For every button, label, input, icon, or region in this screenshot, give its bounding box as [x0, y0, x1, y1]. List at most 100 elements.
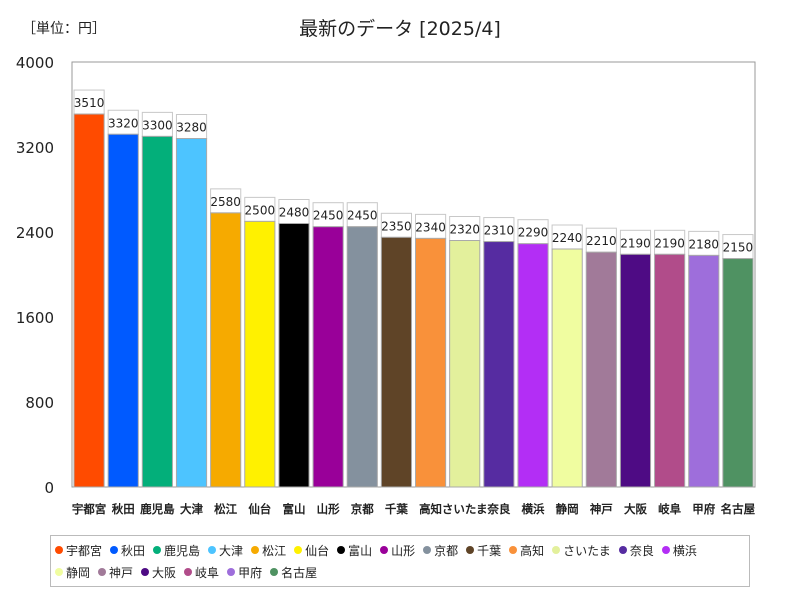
legend-label: 鹿児島: [164, 543, 201, 558]
legend-label: 京都: [434, 543, 459, 558]
bar-宇都宮: [73, 113, 105, 488]
data-label: 2190: [620, 236, 651, 250]
legend-marker-icon: [552, 546, 561, 554]
legend-label: さいたま: [563, 543, 611, 558]
bar-高知: [415, 237, 447, 488]
legend-item: 横浜: [661, 539, 697, 561]
x-tick-label: 岐阜: [658, 502, 681, 516]
legend-marker-icon: [153, 546, 162, 554]
x-tick-label: 山形: [317, 502, 340, 516]
legend-marker-icon: [337, 546, 346, 554]
y-tick-label: 0: [44, 479, 54, 497]
legend-item: 京都: [423, 539, 458, 561]
unit-label: ［単位：円］: [22, 21, 106, 37]
legend-item: 鹿児島: [153, 539, 200, 561]
legend-marker-icon: [227, 568, 236, 576]
legend-marker-icon: [618, 546, 627, 554]
plot-frame: [71, 61, 756, 488]
legend-item: 仙台: [294, 539, 329, 561]
legend-marker-icon: [380, 546, 389, 554]
legend-item: 大阪: [141, 561, 176, 583]
legend-label: 甲府: [238, 565, 263, 580]
x-tick-label: さいたま: [442, 502, 488, 516]
legend-label: 神戸: [109, 565, 134, 580]
legend-item: 奈良: [618, 539, 654, 561]
bar-京都: [346, 226, 378, 488]
legend-label: 静岡: [66, 565, 91, 580]
bar-松江: [210, 212, 242, 488]
bar-横浜: [517, 243, 549, 488]
x-tick-label: 大阪: [624, 502, 647, 516]
data-label: 3300: [142, 118, 173, 132]
legend-marker-icon: [466, 546, 475, 554]
y-tick-label: 2400: [16, 224, 54, 242]
bar-さいたま: [449, 240, 481, 488]
legend-label: 横浜: [672, 543, 697, 558]
data-label: 2290: [518, 226, 549, 240]
bar-岐阜: [654, 253, 686, 488]
legend-label: 宇都宮: [66, 543, 103, 558]
legend-label: 富山: [348, 543, 373, 558]
legend-item: さいたま: [552, 539, 611, 561]
data-label: 2320: [449, 223, 480, 237]
legend-marker-icon: [270, 568, 279, 576]
data-label: 2450: [347, 209, 378, 223]
bar-秋田: [107, 133, 139, 488]
legend-marker-icon: [509, 546, 518, 554]
x-tick-label: 名古屋: [721, 502, 756, 516]
legend-label: 秋田: [121, 543, 146, 558]
bar-千葉: [380, 236, 413, 488]
bar-鹿児島: [141, 135, 173, 488]
y-tick-label: 4000: [16, 54, 54, 72]
legend-item: 神戸: [98, 561, 133, 583]
bar-神戸: [585, 251, 617, 488]
legend-marker-icon: [294, 546, 303, 554]
legend-label: 松江: [262, 543, 287, 558]
legend-item: 山形: [380, 539, 415, 561]
x-tick-label: 神戸: [590, 502, 613, 516]
data-label: 2580: [210, 195, 241, 209]
legend-label: 大阪: [152, 565, 177, 580]
legend-item: 名古屋: [270, 561, 317, 583]
legend-item: 静岡: [55, 561, 90, 583]
data-label: 2150: [723, 241, 754, 255]
legend-marker-icon: [141, 568, 150, 576]
bar-奈良: [483, 241, 515, 488]
legend-marker-icon: [55, 568, 63, 576]
legend-item: 宇都宮: [55, 539, 102, 561]
data-label: 2480: [279, 206, 310, 220]
x-tick-label: 静岡: [556, 502, 579, 516]
legend-marker-icon: [423, 546, 432, 554]
data-label: 3320: [108, 116, 139, 130]
legend-label: 高知: [520, 543, 545, 558]
bar-富山: [278, 223, 310, 488]
legend-label: 岐阜: [195, 565, 220, 580]
x-tick-label: 富山: [282, 502, 305, 516]
legend-label: 大津: [219, 543, 244, 558]
legend-marker-icon: [98, 568, 107, 576]
legend-marker-icon: [110, 546, 119, 554]
legend-item: 秋田: [110, 539, 145, 561]
legend-label: 山形: [391, 543, 416, 558]
x-tick-label: 甲府: [692, 502, 715, 516]
chart-title: 最新のデータ [2025/4]: [299, 18, 501, 40]
legend-marker-icon: [184, 568, 193, 576]
chart-legend: 宇都宮 秋田 鹿児島 大津 松江 仙台 富山 山形 京都 千葉 高知 さいたま 奈良 横浜静岡 神戸 大阪 岐阜…: [50, 535, 750, 587]
data-label: 2210: [586, 234, 617, 248]
data-label: 2180: [689, 237, 720, 251]
legend-label: 千葉: [477, 543, 502, 558]
x-tick-label: 千葉: [385, 502, 408, 516]
legend-item: 大津: [208, 539, 243, 561]
x-tick-label: 松江: [214, 502, 237, 516]
legend-item: 松江: [251, 539, 286, 561]
legend-item: 千葉: [466, 539, 501, 561]
data-label: 2190: [654, 236, 685, 250]
bar-大阪: [619, 253, 652, 488]
bar-chart: 0 800 1600 2400 3200 4000 3510 宇都宮 3320 秋田 3300 鹿児島…: [16, 54, 756, 516]
x-tick-label: 秋田: [112, 502, 135, 516]
x-tick-label: 仙台: [248, 502, 271, 516]
y-tick-label: 1600: [16, 309, 54, 327]
data-label: 2240: [552, 231, 583, 245]
legend-marker-icon: [208, 546, 217, 554]
legend-item: 高知: [509, 539, 544, 561]
